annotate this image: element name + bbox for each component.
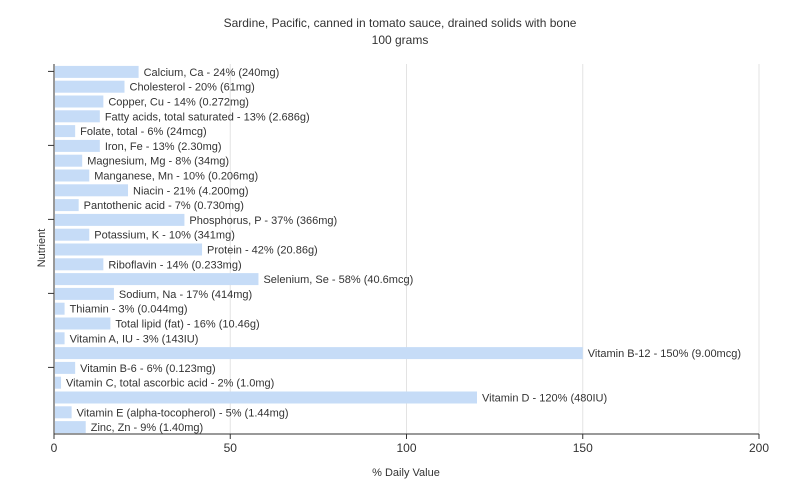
bar-label: Iron, Fe - 13% (2.30mg) xyxy=(105,141,222,153)
bar xyxy=(55,80,125,93)
bar xyxy=(55,213,185,226)
bar xyxy=(55,273,259,286)
bar-label: Folate, total - 6% (24mcg) xyxy=(80,126,207,138)
bar xyxy=(55,243,203,256)
bar xyxy=(55,258,104,271)
bar xyxy=(55,287,114,300)
bar-label: Riboflavin - 14% (0.233mg) xyxy=(108,259,241,271)
x-tick-label: 0 xyxy=(51,441,58,455)
bars-group: Calcium, Ca - 24% (240mg) Cholesterol - 2… xyxy=(55,65,741,434)
bar-label: Vitamin E (alpha-tocopherol) - 5% (1.44m… xyxy=(77,407,289,419)
bar xyxy=(55,228,90,241)
bar-label: Thiamin - 3% (0.044mg) xyxy=(70,304,188,316)
bar xyxy=(55,154,83,167)
x-tick-label: 150 xyxy=(573,441,593,455)
x-tick-label: 200 xyxy=(749,441,769,455)
bar-label: Protein - 42% (20.86g) xyxy=(207,245,318,257)
bar-label: Cholesterol - 20% (61mg) xyxy=(130,82,255,94)
bar-label: Potassium, K - 10% (341mg) xyxy=(94,230,235,242)
bar-label: Vitamin B-6 - 6% (0.123mg) xyxy=(80,363,216,375)
bar-label: Magnesium, Mg - 8% (34mg) xyxy=(87,156,229,168)
bar xyxy=(55,184,129,197)
bar-label: Pantothenic acid - 7% (0.730mg) xyxy=(84,200,244,212)
bar-label: Sodium, Na - 17% (414mg) xyxy=(119,289,252,301)
bar-label: Total lipid (fat) - 16% (10.46g) xyxy=(115,319,259,331)
bar xyxy=(55,139,100,152)
gridlines xyxy=(229,64,760,434)
x-tick-label: 50 xyxy=(224,441,238,455)
x-axis-title: % Daily Value xyxy=(372,467,440,479)
bar xyxy=(55,347,583,360)
bar xyxy=(55,391,477,404)
bar xyxy=(55,317,111,330)
chart-title: Sardine, Pacific, canned in tomato sauce… xyxy=(224,16,577,30)
bar-label: Calcium, Ca - 24% (240mg) xyxy=(144,67,280,79)
bar-label: Copper, Cu - 14% (0.272mg) xyxy=(108,97,249,109)
bar xyxy=(55,406,72,419)
bar xyxy=(55,376,62,389)
bar-label: Fatty acids, total saturated - 13% (2.68… xyxy=(105,111,310,123)
bar-label: Niacin - 21% (4.200mg) xyxy=(133,185,249,197)
bar-label: Vitamin C, total ascorbic acid - 2% (1.0… xyxy=(66,378,274,390)
bar-label: Selenium, Se - 58% (40.6mcg) xyxy=(263,274,413,286)
bar xyxy=(55,110,100,123)
x-tick-label: 100 xyxy=(396,441,416,455)
bar xyxy=(55,199,79,212)
bar xyxy=(55,361,76,374)
bar-label: Vitamin D - 120% (480IU) xyxy=(482,393,607,405)
bar xyxy=(55,95,104,108)
bar xyxy=(55,421,86,434)
bar xyxy=(55,332,65,345)
bar-label: Zinc, Zn - 9% (1.40mg) xyxy=(91,422,203,434)
axes-group: 0 50 100 150 200 xyxy=(48,64,769,455)
bar-label: Manganese, Mn - 10% (0.206mg) xyxy=(94,171,258,183)
bar xyxy=(55,302,65,315)
bar xyxy=(55,169,90,182)
bar xyxy=(55,65,139,78)
bar-label: Phosphorus, P - 37% (366mg) xyxy=(189,215,337,227)
bar-label: Vitamin B-12 - 150% (9.00mcg) xyxy=(588,348,741,360)
bar xyxy=(55,125,76,138)
chart-subtitle: 100 grams xyxy=(372,33,429,47)
y-axis-title: Nutrient xyxy=(36,229,48,268)
bar-label: Vitamin A, IU - 3% (143IU) xyxy=(70,333,199,345)
